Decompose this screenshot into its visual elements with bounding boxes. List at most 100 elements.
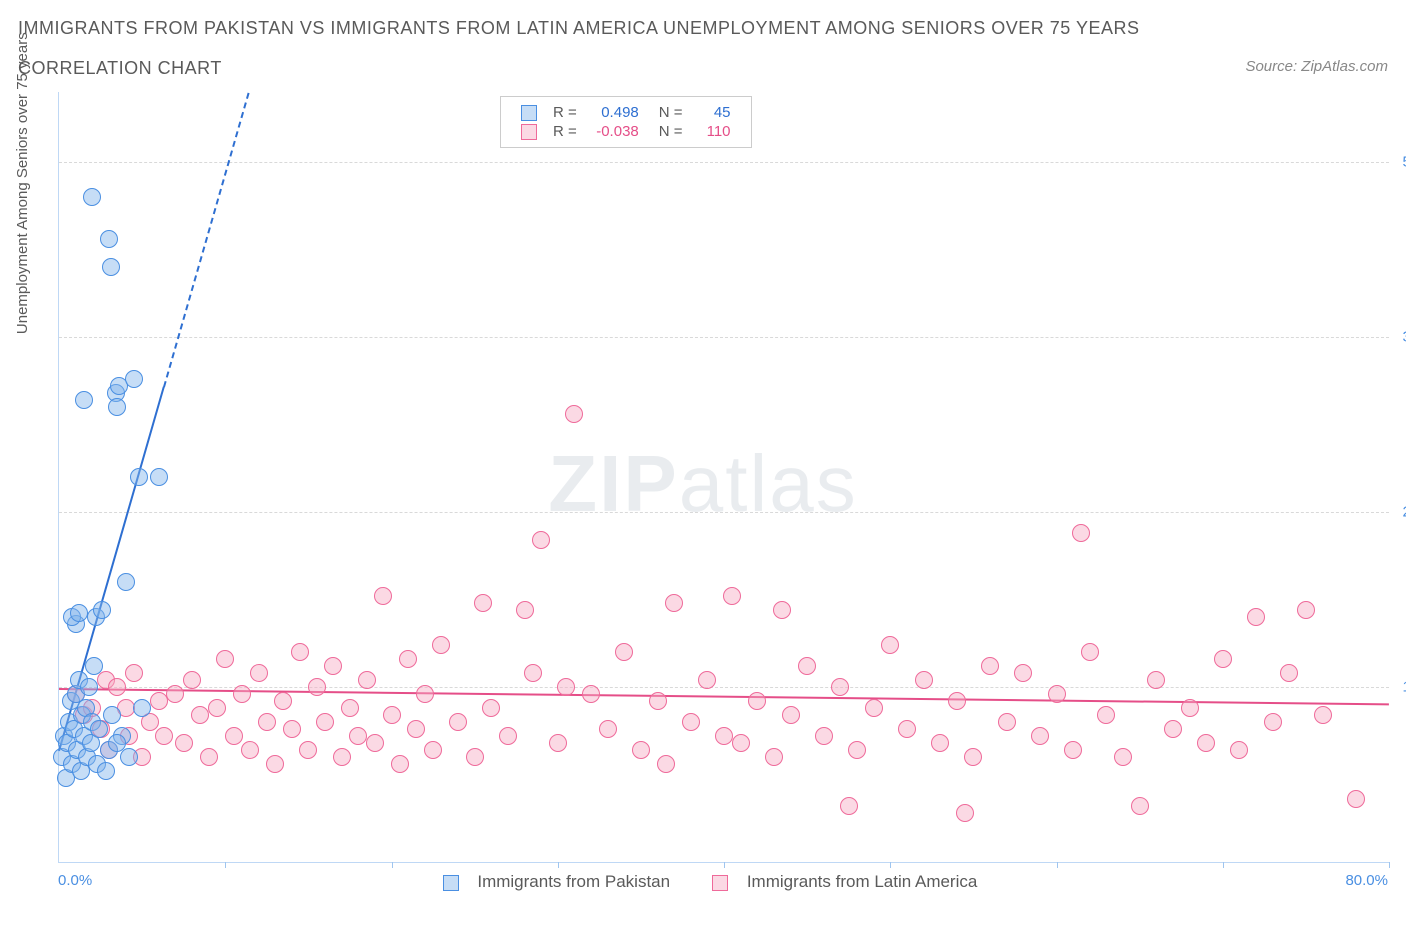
source-label: Source: ZipAtlas.com — [1245, 58, 1388, 75]
legend-top-table: R =0.498N =45R =-0.038N =110 — [515, 103, 737, 141]
plot-area: 12.5%25.0%37.5%50.0% — [58, 92, 1389, 863]
marker-blue — [133, 699, 151, 717]
x-tick — [1057, 862, 1058, 868]
marker-pink — [1072, 524, 1090, 542]
marker-pink — [1197, 734, 1215, 752]
marker-pink — [333, 748, 351, 766]
marker-pink — [665, 594, 683, 612]
x-tick — [225, 862, 226, 868]
marker-pink — [175, 734, 193, 752]
marker-blue — [130, 468, 148, 486]
marker-pink — [565, 405, 583, 423]
y-tick-label: 50.0% — [1402, 154, 1406, 171]
marker-pink — [383, 706, 401, 724]
legend-swatch — [521, 105, 537, 121]
legend-r-value: -0.038 — [583, 122, 645, 141]
marker-pink — [366, 734, 384, 752]
marker-blue — [108, 398, 126, 416]
marker-blue — [85, 657, 103, 675]
legend-swatch — [712, 875, 728, 891]
marker-pink — [466, 748, 484, 766]
marker-pink — [183, 671, 201, 689]
marker-pink — [1264, 713, 1282, 731]
marker-pink — [150, 692, 168, 710]
marker-pink — [349, 727, 367, 745]
legend-n-label: N = — [645, 122, 689, 141]
marker-pink — [599, 720, 617, 738]
x-tick — [1223, 862, 1224, 868]
marker-pink — [399, 650, 417, 668]
marker-pink — [266, 755, 284, 773]
marker-pink — [407, 720, 425, 738]
marker-pink — [516, 601, 534, 619]
marker-pink — [125, 664, 143, 682]
legend-n-value: 45 — [689, 103, 737, 122]
marker-blue — [97, 762, 115, 780]
marker-pink — [773, 601, 791, 619]
marker-pink — [1314, 706, 1332, 724]
marker-pink — [1280, 664, 1298, 682]
legend-top-row: R =0.498N =45 — [515, 103, 737, 122]
marker-blue — [83, 188, 101, 206]
marker-blue — [150, 468, 168, 486]
legend-top-row: R =-0.038N =110 — [515, 122, 737, 141]
marker-pink — [649, 692, 667, 710]
marker-pink — [391, 755, 409, 773]
marker-pink — [1147, 671, 1165, 689]
marker-pink — [582, 685, 600, 703]
marker-blue — [102, 258, 120, 276]
marker-blue — [100, 230, 118, 248]
marker-pink — [1230, 741, 1248, 759]
marker-pink — [815, 727, 833, 745]
gridline — [59, 162, 1389, 163]
marker-pink — [1131, 797, 1149, 815]
marker-pink — [782, 706, 800, 724]
marker-pink — [798, 657, 816, 675]
y-tick-label: 37.5% — [1402, 329, 1406, 346]
marker-pink — [291, 643, 309, 661]
marker-pink — [424, 741, 442, 759]
x-tick — [1389, 862, 1390, 868]
y-tick-label: 25.0% — [1402, 504, 1406, 521]
gridline — [59, 512, 1389, 513]
marker-pink — [1164, 720, 1182, 738]
marker-pink — [698, 671, 716, 689]
marker-blue — [120, 748, 138, 766]
marker-pink — [225, 727, 243, 745]
marker-pink — [657, 755, 675, 773]
marker-pink — [1097, 706, 1115, 724]
marker-pink — [474, 594, 492, 612]
marker-pink — [155, 727, 173, 745]
legend-r-label: R = — [547, 103, 583, 122]
marker-pink — [108, 678, 126, 696]
gridline — [59, 337, 1389, 338]
marker-blue — [75, 391, 93, 409]
marker-pink — [1081, 643, 1099, 661]
marker-pink — [898, 720, 916, 738]
legend-n-label: N = — [645, 103, 689, 122]
marker-blue — [108, 734, 126, 752]
marker-pink — [208, 699, 226, 717]
trendline-dashed — [163, 93, 250, 388]
marker-pink — [682, 713, 700, 731]
marker-pink — [931, 734, 949, 752]
legend-r-value: 0.498 — [583, 103, 645, 122]
marker-pink — [216, 650, 234, 668]
marker-pink — [191, 706, 209, 724]
legend-bottom-item: Immigrants from Latin America — [698, 872, 977, 891]
marker-blue — [80, 678, 98, 696]
legend-n-value: 110 — [689, 122, 737, 141]
marker-pink — [998, 713, 1016, 731]
marker-pink — [316, 713, 334, 731]
marker-pink — [615, 643, 633, 661]
marker-blue — [90, 720, 108, 738]
marker-pink — [765, 748, 783, 766]
marker-pink — [557, 678, 575, 696]
marker-pink — [715, 727, 733, 745]
marker-pink — [1347, 790, 1365, 808]
y-axis-title: Unemployment Among Seniors over 75 years — [14, 32, 31, 334]
legend-bottom-item: Immigrants from Pakistan — [429, 872, 670, 891]
marker-pink — [881, 636, 899, 654]
marker-blue — [93, 601, 111, 619]
legend-r-label: R = — [547, 122, 583, 141]
